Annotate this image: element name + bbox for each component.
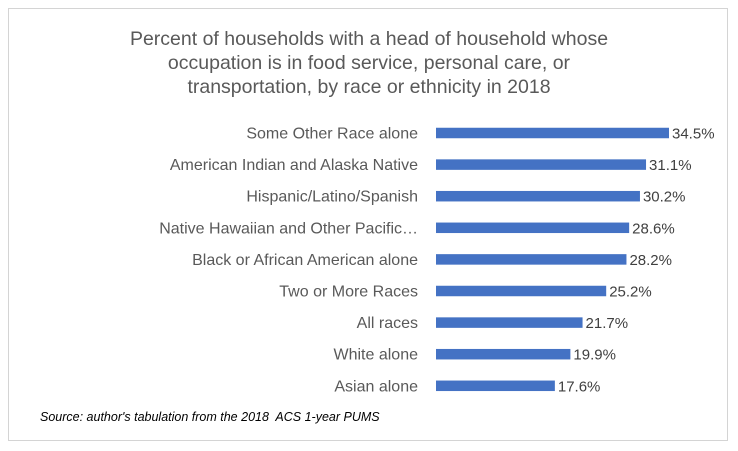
category-label: Native Hawaiian and Other Pacific… [159,220,418,237]
category-label: Black or African American alone [192,252,418,269]
bar [436,222,630,234]
chart-title: Percent of households with a head of hou… [129,28,609,98]
value-label: 34.5% [672,126,715,143]
category-label: Asian alone [334,378,418,395]
bar [436,159,647,170]
value-label: 21.7% [586,315,629,332]
category-label: Some Other Race alone [246,126,418,143]
bar [436,127,669,139]
value-label: 30.2% [643,189,686,206]
category-label: Two or More Races [279,284,418,301]
bar [436,317,583,328]
bar [436,190,640,202]
category-label: White alone [334,347,419,364]
value-label: 31.1% [649,157,692,174]
source-note: Source: author's tabulation from the 201… [40,410,380,424]
bar [436,285,607,297]
value-label: 28.2% [629,252,672,269]
category-label: All races [357,315,418,332]
bar [436,348,571,360]
value-label: 19.9% [573,347,616,364]
bars-group: Some Other Race alone 34.5% American India… [159,126,714,396]
value-label: 25.2% [609,284,652,301]
value-label: 17.6% [558,378,601,395]
bar [436,380,555,392]
category-label: Hispanic/Latino/Spanish [246,189,418,206]
value-label: 28.6% [632,220,675,237]
bar [436,254,627,265]
category-label: American Indian and Alaska Native [170,157,418,174]
